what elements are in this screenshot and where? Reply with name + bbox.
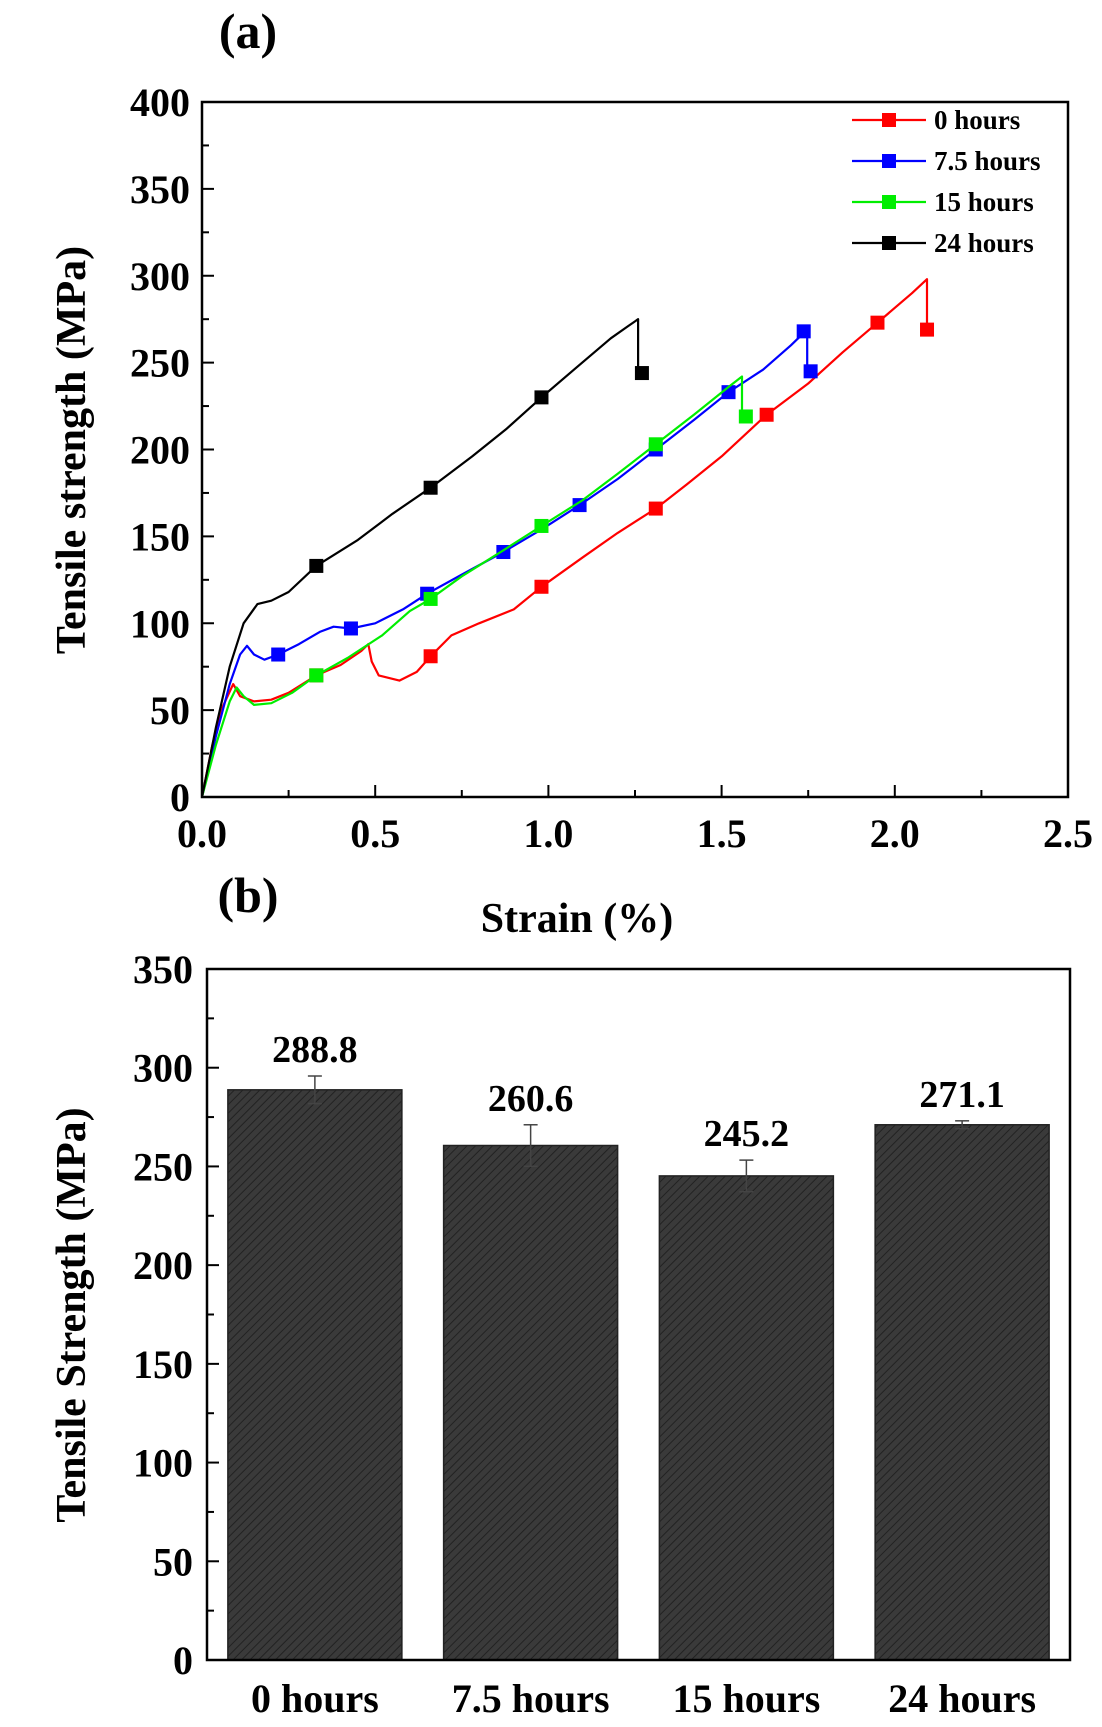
- series-marker: [920, 322, 935, 337]
- series-24-hours: [200, 318, 649, 798]
- bar-value-label: 288.8: [272, 1029, 358, 1071]
- bar-group: 288.8: [227, 1029, 403, 1661]
- panel-b-category-label: 0 hours: [251, 1676, 379, 1721]
- bar-group: 271.1: [874, 1074, 1050, 1661]
- panel-b-y-tick-label: 150: [133, 1342, 193, 1387]
- panel-b-x-axis: 0 hours 7.5 hours 15 hours 24 hours: [251, 1676, 1036, 1721]
- panel-b-bar-chart: (b) 0 50 100 150 200 250 300 350 288.8 260.6 245.…: [49, 867, 1072, 1721]
- bar: [658, 1175, 835, 1661]
- series-marker: [309, 558, 324, 573]
- bar: [227, 1089, 403, 1661]
- panel-a-y-tick-label: 300: [130, 254, 190, 299]
- bar-group: 260.6: [442, 1078, 619, 1661]
- legend-item: 24 hours: [852, 228, 1034, 258]
- panel-b-category-label: 15 hours: [672, 1676, 820, 1721]
- series-marker: [343, 621, 358, 636]
- series-marker: [423, 480, 438, 495]
- panel-b-y-tick-label: 300: [133, 1046, 193, 1091]
- panel-b-y-tick-label: 200: [133, 1243, 193, 1288]
- series-marker: [634, 366, 649, 381]
- legend-item: 0 hours: [852, 105, 1020, 135]
- series-marker: [534, 579, 549, 594]
- series-marker: [738, 409, 753, 424]
- series-marker: [271, 647, 286, 662]
- panel-a-x-tick-label: 1.5: [697, 811, 747, 856]
- panel-a-x-axis: 0.0 0.5 1.0 1.5 2.0 2.5: [177, 785, 1093, 856]
- legend-swatch-marker: [882, 195, 896, 209]
- series-7-5-hours: [200, 324, 818, 798]
- panel-b-category-label: 7.5 hours: [452, 1676, 610, 1721]
- panel-a-y-tick-label: 250: [130, 341, 190, 386]
- legend-swatch-marker: [882, 236, 896, 250]
- bar-value-label: 245.2: [704, 1113, 790, 1155]
- bar: [442, 1144, 619, 1661]
- panel-b-y-tick-label: 100: [133, 1441, 193, 1486]
- panel-b-label: (b): [217, 867, 278, 923]
- panel-a-y-tick-label: 400: [130, 80, 190, 125]
- series-marker: [796, 324, 811, 339]
- legend-label: 15 hours: [934, 187, 1034, 217]
- panel-a-line-chart: (a) 0 50 100 150 200 250 300 350 400 0.0 0.5 1.0 1.…: [49, 3, 1093, 942]
- panel-a-y-axis: 0 50 100 150 200 250 300 350 400: [130, 80, 214, 820]
- panel-b-y-axis-title: Tensile Strength (MPa): [49, 1107, 95, 1522]
- series-marker: [870, 315, 885, 330]
- panel-a-plot-frame: [200, 100, 1070, 799]
- panel-b-category-label: 24 hours: [888, 1676, 1036, 1721]
- panel-a-x-axis-title: Strain (%): [481, 896, 674, 942]
- legend-item: 7.5 hours: [852, 146, 1041, 176]
- panel-a-y-tick-label: 150: [130, 514, 190, 559]
- series-line: [200, 278, 929, 798]
- series-line: [200, 318, 640, 798]
- panel-a-legend: 0 hours 7.5 hours 15 hours 24 hours: [852, 105, 1041, 258]
- panel-a-label: (a): [219, 3, 277, 59]
- legend-swatch-marker: [882, 113, 896, 127]
- panel-a-x-tick-label: 2.5: [1043, 811, 1093, 856]
- panel-a-series: [200, 278, 935, 798]
- series-marker: [803, 364, 818, 379]
- bar-value-label: 260.6: [488, 1078, 574, 1120]
- legend-label: 24 hours: [934, 228, 1034, 258]
- panel-a-x-tick-label: 1.0: [523, 811, 573, 856]
- panel-a-x-tick-label: 0.5: [350, 811, 400, 856]
- panel-b-y-tick-label: 0: [173, 1638, 193, 1683]
- panel-a-x-tick-label: 2.0: [870, 811, 920, 856]
- panel-a-y-tick-label: 200: [130, 428, 190, 473]
- panel-b-y-tick-label: 50: [153, 1539, 193, 1584]
- series-marker: [534, 390, 549, 405]
- series-marker: [648, 437, 663, 452]
- series-15-hours: [200, 375, 753, 798]
- panel-a-x-tick-label: 0.0: [177, 811, 227, 856]
- series-marker: [534, 518, 549, 533]
- panel-b-plot-frame: [205, 967, 1072, 1662]
- legend-item: 15 hours: [852, 187, 1034, 217]
- series-marker: [423, 591, 438, 606]
- panel-a-y-tick-label: 350: [130, 167, 190, 212]
- legend-label: 0 hours: [934, 105, 1020, 135]
- panel-b-bars: 288.8 260.6 245.2 271.1: [227, 1029, 1050, 1661]
- legend-label: 7.5 hours: [934, 146, 1041, 176]
- panel-b-y-tick-label: 250: [133, 1144, 193, 1189]
- series-0-hours: [200, 278, 935, 798]
- panel-a-y-tick-label: 50: [150, 688, 190, 733]
- series-marker: [572, 498, 587, 513]
- series-line: [200, 328, 809, 798]
- series-marker: [759, 407, 774, 422]
- panel-a-y-tick-label: 100: [130, 601, 190, 646]
- series-marker: [648, 501, 663, 516]
- panel-a-y-tick-label: 0: [170, 775, 190, 820]
- panel-b-y-tick-label: 350: [133, 947, 193, 992]
- series-marker: [423, 649, 438, 664]
- bar: [874, 1124, 1050, 1661]
- panel-a-y-axis-title: Tensile strength (MPa): [49, 246, 95, 654]
- series-line: [200, 375, 744, 798]
- bar-group: 245.2: [658, 1113, 835, 1661]
- bar-value-label: 271.1: [919, 1074, 1005, 1116]
- panel-b-y-axis: 0 50 100 150 200 250 300 350: [133, 947, 219, 1683]
- legend-swatch-marker: [882, 154, 896, 168]
- series-marker: [309, 668, 324, 683]
